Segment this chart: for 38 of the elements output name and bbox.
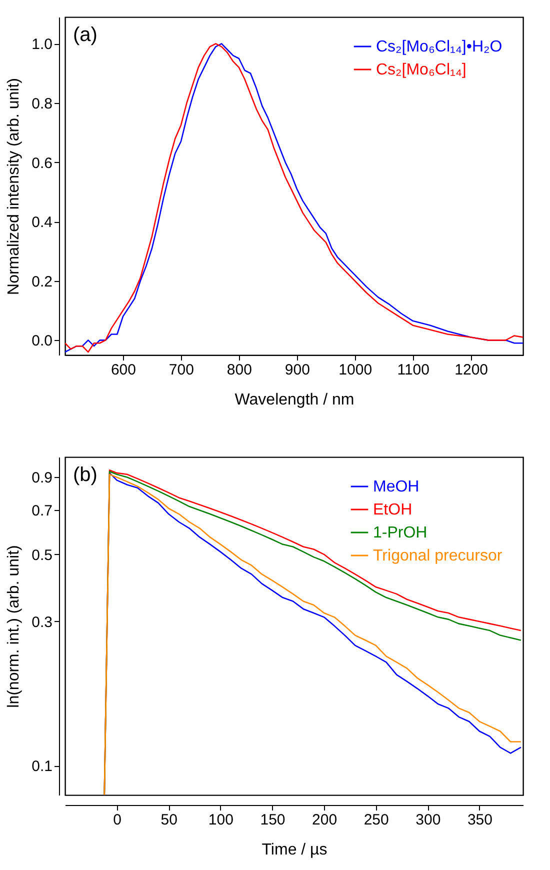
y-axis-title: Normalized intensity (arb. unit): [6, 78, 23, 295]
x-tick-label: 900: [284, 362, 310, 378]
x-axis-title: Time / µs: [262, 842, 328, 858]
x-tick-label: 50: [160, 812, 178, 828]
x-tick-label: 800: [226, 362, 252, 378]
legend-label: MeOH: [373, 478, 420, 496]
x-tick-label: 700: [168, 362, 194, 378]
y-tick-label: 0.6: [32, 154, 52, 172]
x-tick-label: 350: [467, 812, 492, 828]
annotation: (b): [73, 464, 98, 486]
x-tick-label: 1200: [454, 362, 488, 378]
legend-label: Cs₂[Mo₆Cl₁₄]•H₂O: [376, 38, 502, 56]
x-tick-label: 250: [364, 812, 389, 828]
y-axis-title: ln(norm. int.) (arb. unit): [6, 545, 23, 708]
legend-label: 1-PrOH: [373, 524, 428, 542]
x-tick-label: 100: [208, 812, 234, 828]
y-tick-label: 0.0: [32, 332, 52, 350]
legend-label: EtOH: [373, 502, 412, 518]
y-tick-label: 0.8: [32, 95, 52, 112]
x-tick-label: 0: [113, 812, 122, 828]
x-tick-label: 600: [110, 362, 136, 378]
x-tick-label: 200: [312, 812, 338, 828]
y-tick-label: 0.3: [32, 614, 52, 631]
y-tick-label: 0.9: [32, 470, 52, 487]
y-tick-label: 0.2: [32, 273, 52, 290]
y-tick-label: 0.1: [32, 758, 52, 776]
x-tick-label: 1100: [397, 362, 430, 378]
y-tick-label: 0.4: [32, 214, 52, 232]
x-tick-label: 1000: [338, 362, 372, 378]
x-tick-label: 150: [260, 812, 286, 828]
x-tick-label: 300: [416, 812, 441, 828]
x-axis-title: Wavelength / nm: [234, 392, 354, 408]
legend-label: Trigonal precursor: [373, 548, 503, 564]
y-tick-label: 0.7: [32, 502, 52, 520]
y-tick-label: 1.0: [32, 36, 52, 54]
y-tick-label: 0.5: [32, 546, 52, 564]
annotation: (a): [73, 24, 98, 46]
legend-label: Cs₂[Mo₆Cl₁₄]: [376, 62, 466, 78]
